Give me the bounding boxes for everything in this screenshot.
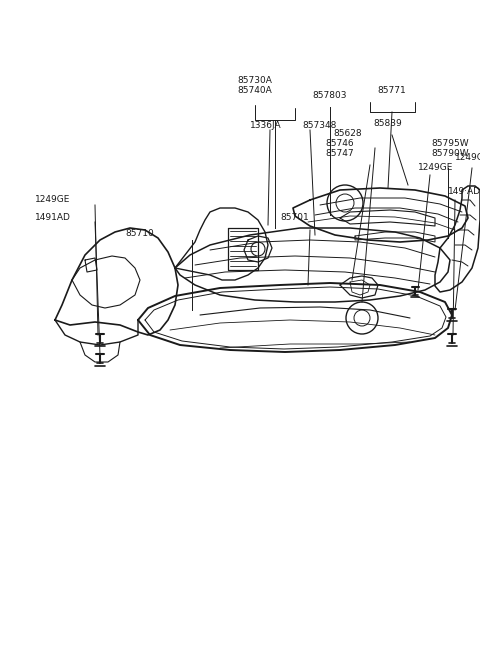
Text: 149·AD: 149·AD xyxy=(448,187,480,196)
Text: 857803: 857803 xyxy=(313,91,347,100)
Text: 1249GE: 1249GE xyxy=(455,154,480,162)
Text: 857348: 857348 xyxy=(302,120,336,129)
Text: 85795W
85790W: 85795W 85790W xyxy=(431,139,469,158)
Text: 85701: 85701 xyxy=(281,213,310,222)
Text: 85710: 85710 xyxy=(126,229,155,238)
Text: 1249GE: 1249GE xyxy=(35,196,71,204)
Text: 85771: 85771 xyxy=(378,86,407,95)
Text: 85839: 85839 xyxy=(373,119,402,128)
Text: 85628: 85628 xyxy=(334,129,362,138)
Text: 85730A
85740A: 85730A 85740A xyxy=(238,76,273,95)
Text: 1336JA: 1336JA xyxy=(250,120,282,129)
Text: 1249GE: 1249GE xyxy=(418,164,454,173)
Text: 1491AD: 1491AD xyxy=(35,214,71,223)
Text: 85746
85747: 85746 85747 xyxy=(326,139,354,158)
